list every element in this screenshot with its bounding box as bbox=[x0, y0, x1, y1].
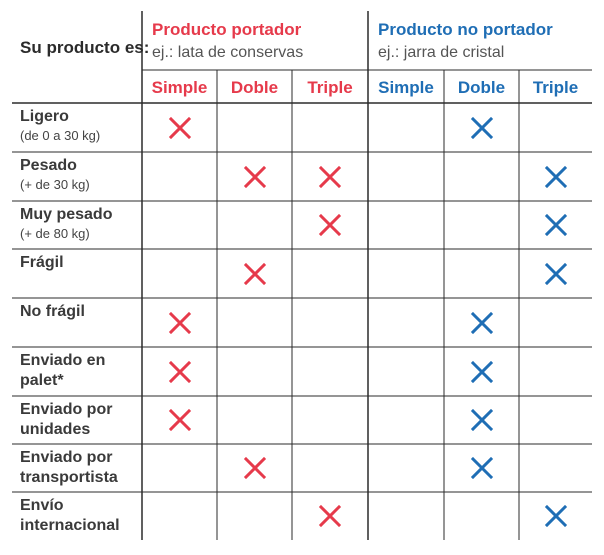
x-mark-icon bbox=[470, 116, 493, 139]
row-label: Ligero (de 0 a 30 kg) bbox=[20, 107, 138, 144]
x-mark-icon bbox=[470, 409, 493, 431]
row-label-text: No frágil bbox=[20, 303, 85, 320]
x-mark-icon bbox=[168, 116, 191, 139]
group-title-portador: Producto portador bbox=[152, 20, 302, 39]
x-mark-icon bbox=[544, 262, 567, 285]
column-header-triple-portador: Triple bbox=[307, 78, 353, 97]
row-label: Envío internacional bbox=[20, 496, 138, 536]
row-sublabel-text: (+ de 30 kg) bbox=[20, 177, 90, 192]
row-label: Muy pesado (+ de 80 kg) bbox=[20, 205, 138, 242]
row-label-text: Frágil bbox=[20, 254, 64, 271]
x-mark-icon bbox=[243, 262, 266, 285]
group-title-no-portador: Producto no portador bbox=[378, 20, 553, 39]
row-label-text: Ligero bbox=[20, 108, 69, 125]
x-mark-icon bbox=[168, 409, 191, 431]
row-label: No frágil bbox=[20, 302, 138, 322]
column-header-simple-portador: Simple bbox=[151, 78, 208, 97]
group-header-portador: Producto portador ej.: lata de conservas bbox=[152, 20, 303, 63]
column-header-doble-no-portador: Doble bbox=[457, 78, 506, 97]
table-question: Su producto es: bbox=[20, 38, 149, 58]
x-mark-icon bbox=[544, 505, 567, 527]
x-mark-icon bbox=[544, 214, 567, 236]
row-label-text: Enviado por unidades bbox=[20, 401, 113, 438]
row-label: Pesado (+ de 30 kg) bbox=[20, 156, 138, 193]
x-mark-icon bbox=[470, 457, 493, 479]
row-sublabel-text: (+ de 80 kg) bbox=[20, 226, 90, 241]
x-mark-icon bbox=[243, 165, 266, 188]
group-subtitle-no-portador: ej.: jarra de cristal bbox=[378, 44, 505, 61]
row-label-text: Enviado en palet* bbox=[20, 352, 106, 389]
row-label: Enviado por transportista bbox=[20, 448, 138, 488]
row-label: Enviado por unidades bbox=[20, 400, 138, 440]
row-label-text: Enviado por transportista bbox=[20, 449, 118, 486]
x-mark-icon bbox=[470, 360, 493, 383]
x-mark-icon bbox=[168, 311, 191, 334]
x-mark-icon bbox=[470, 311, 493, 334]
row-label: Frágil bbox=[20, 253, 138, 273]
group-header-no-portador: Producto no portador ej.: jarra de crist… bbox=[378, 20, 553, 63]
row-label-text: Envío internacional bbox=[20, 497, 120, 534]
row-sublabel-text: (de 0 a 30 kg) bbox=[20, 128, 101, 143]
row-label: Enviado en palet* bbox=[20, 351, 138, 391]
x-mark-icon bbox=[243, 457, 266, 479]
column-header-doble-portador: Doble bbox=[230, 78, 279, 97]
row-label-text: Muy pesado bbox=[20, 206, 113, 223]
row-label-text: Pesado bbox=[20, 157, 77, 174]
column-header-simple-no-portador: Simple bbox=[378, 78, 434, 97]
x-mark-icon bbox=[319, 505, 341, 527]
x-mark-icon bbox=[168, 360, 191, 383]
x-mark-icon bbox=[544, 165, 567, 188]
column-header-triple-no-portador: Triple bbox=[532, 78, 579, 97]
group-subtitle-portador: ej.: lata de conservas bbox=[152, 44, 304, 61]
question-text: Su producto es: bbox=[20, 38, 150, 57]
x-mark-icon bbox=[319, 214, 341, 236]
x-mark-icon bbox=[319, 165, 341, 188]
